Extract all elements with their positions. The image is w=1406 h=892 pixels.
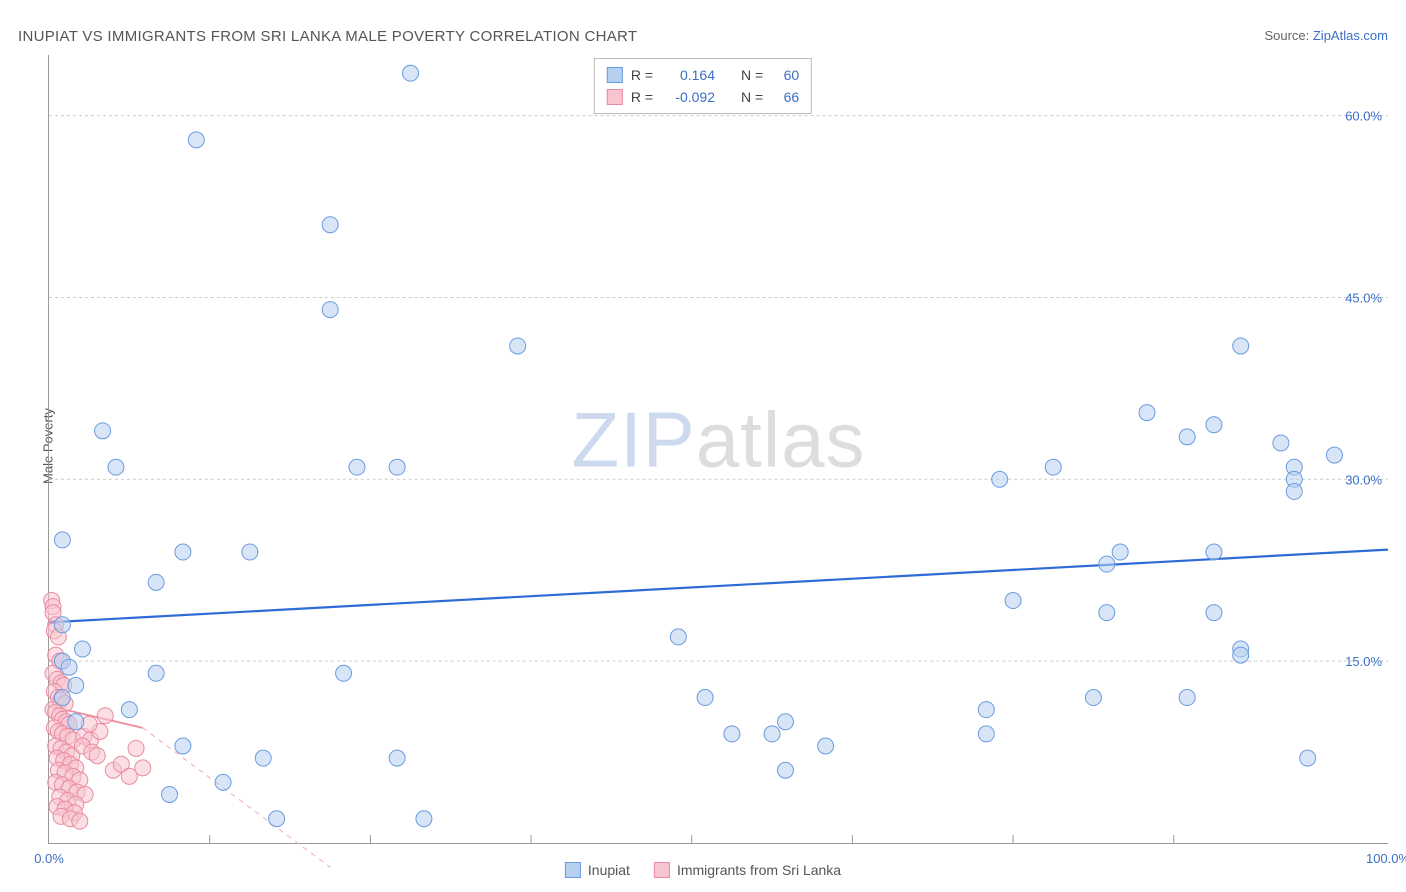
series-legend: Inupiat Immigrants from Sri Lanka: [565, 862, 841, 878]
r-value-1: 0.164: [661, 64, 715, 86]
legend-label-1: Inupiat: [588, 862, 630, 878]
data-point: [1233, 338, 1249, 354]
data-point: [1099, 605, 1115, 621]
data-point: [764, 726, 780, 742]
data-point: [1139, 405, 1155, 421]
data-point: [1286, 483, 1302, 499]
chart-title: INUPIAT VS IMMIGRANTS FROM SRI LANKA MAL…: [18, 28, 637, 45]
n-value-2: 66: [771, 86, 799, 108]
data-point: [1179, 690, 1195, 706]
data-point: [95, 423, 111, 439]
data-point: [777, 762, 793, 778]
svg-text:45.0%: 45.0%: [1345, 290, 1382, 305]
data-point: [1206, 605, 1222, 621]
data-point: [1045, 459, 1061, 475]
data-point: [1273, 435, 1289, 451]
r-label-2: R =: [631, 86, 653, 108]
data-point: [74, 641, 90, 657]
data-point: [1085, 690, 1101, 706]
data-point: [68, 714, 84, 730]
legend-row-series2: R = -0.092 N = 66: [607, 86, 799, 108]
data-point: [322, 217, 338, 233]
data-point: [162, 787, 178, 803]
data-point: [349, 459, 365, 475]
svg-text:15.0%: 15.0%: [1345, 654, 1382, 669]
legend-row-series1: R = 0.164 N = 60: [607, 64, 799, 86]
data-point: [215, 774, 231, 790]
data-point: [108, 459, 124, 475]
svg-text:100.0%: 100.0%: [1366, 851, 1406, 866]
data-point: [54, 617, 70, 633]
data-point: [1112, 544, 1128, 560]
data-point: [1300, 750, 1316, 766]
data-point: [175, 738, 191, 754]
data-point: [175, 544, 191, 560]
data-point: [322, 302, 338, 318]
n-value-1: 60: [771, 64, 799, 86]
data-point: [1206, 417, 1222, 433]
data-point: [255, 750, 271, 766]
legend-swatch-b2: [654, 862, 670, 878]
data-point: [389, 459, 405, 475]
data-point: [54, 532, 70, 548]
source-link[interactable]: ZipAtlas.com: [1313, 28, 1388, 43]
data-point: [148, 574, 164, 590]
data-point: [135, 760, 151, 776]
legend-swatch-2: [607, 89, 623, 105]
data-point: [403, 65, 419, 81]
data-point: [1005, 593, 1021, 609]
data-point: [72, 813, 88, 829]
legend-label-2: Immigrants from Sri Lanka: [677, 862, 841, 878]
source-attribution: Source: ZipAtlas.com: [1264, 28, 1388, 43]
r-label-1: R =: [631, 64, 653, 86]
legend-swatch-1: [607, 67, 623, 83]
data-point: [128, 740, 144, 756]
data-point: [978, 726, 994, 742]
svg-text:60.0%: 60.0%: [1345, 109, 1382, 124]
data-point: [188, 132, 204, 148]
correlation-legend: R = 0.164 N = 60 R = -0.092 N = 66: [594, 58, 812, 114]
legend-item-1: Inupiat: [565, 862, 630, 878]
data-point: [1099, 556, 1115, 572]
data-point: [978, 702, 994, 718]
data-point: [148, 665, 164, 681]
r-value-2: -0.092: [661, 86, 715, 108]
data-point: [777, 714, 793, 730]
data-point: [336, 665, 352, 681]
data-point: [1326, 447, 1342, 463]
legend-swatch-b1: [565, 862, 581, 878]
data-point: [510, 338, 526, 354]
data-point: [992, 471, 1008, 487]
data-point: [54, 690, 70, 706]
legend-item-2: Immigrants from Sri Lanka: [654, 862, 841, 878]
data-point: [1206, 544, 1222, 560]
data-point: [89, 748, 105, 764]
data-point: [121, 702, 137, 718]
data-point: [1179, 429, 1195, 445]
n-label-1: N =: [741, 64, 763, 86]
data-point: [697, 690, 713, 706]
svg-text:30.0%: 30.0%: [1345, 472, 1382, 487]
source-label: Source:: [1264, 28, 1312, 43]
data-point: [1233, 647, 1249, 663]
data-point: [389, 750, 405, 766]
data-point: [242, 544, 258, 560]
data-point: [416, 811, 432, 827]
data-point: [97, 708, 113, 724]
data-point: [818, 738, 834, 754]
svg-text:0.0%: 0.0%: [34, 851, 64, 866]
n-label-2: N =: [741, 86, 763, 108]
data-point: [269, 811, 285, 827]
plot-area: 15.0%30.0%45.0%60.0%0.0%100.0% ZIPatlas: [48, 55, 1388, 844]
data-point: [68, 677, 84, 693]
data-point: [61, 659, 77, 675]
data-point: [724, 726, 740, 742]
chart-svg: 15.0%30.0%45.0%60.0%0.0%100.0%: [49, 55, 1388, 843]
data-point: [670, 629, 686, 645]
